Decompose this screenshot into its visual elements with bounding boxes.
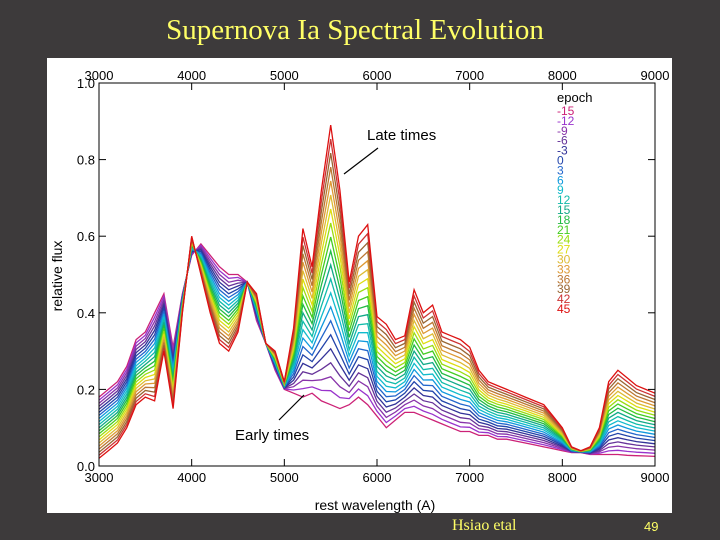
legend-title: epoch <box>557 90 592 105</box>
y-tick-label: 0.6 <box>77 229 95 244</box>
legend-entry: 0 <box>557 154 564 168</box>
x-tick-label: 8000 <box>548 470 577 485</box>
annotations: Late times Early times <box>235 127 436 444</box>
y-tick-label: 0.0 <box>77 459 95 474</box>
legend-entry: 30 <box>557 253 571 267</box>
legend-entry: 18 <box>557 213 571 227</box>
x-tick-label-top: 3000 <box>85 68 114 83</box>
legend-entry: 3 <box>557 163 564 177</box>
slide-title: Supernova Ia Spectral Evolution <box>166 14 544 46</box>
legend-entry: 9 <box>557 183 564 197</box>
x-axis-label: rest wavelength (A) <box>315 497 436 513</box>
legend-entry: 12 <box>557 193 571 207</box>
x-tick-label: 3000 <box>85 470 114 485</box>
y-tick-label: 0.8 <box>77 153 95 168</box>
x-tick-label-top: 4000 <box>177 68 206 83</box>
axis-ticks: 3000 3000 4000 4000 5000 5000 6000 6000 7000 7000… <box>77 68 670 485</box>
chart-svg: 3000 3000 4000 4000 5000 5000 6000 6000 7000 7000… <box>49 68 670 513</box>
legend-entry: 42 <box>557 292 571 306</box>
legend-entry: -9 <box>557 124 568 138</box>
epoch-legend: epoch -15-12-9-6-30369121518212427303336… <box>557 90 592 316</box>
x-tick-label: 4000 <box>177 470 206 485</box>
x-tick-label-top: 7000 <box>455 68 484 83</box>
legend-entry: 36 <box>557 272 571 286</box>
legend-entry: 45 <box>557 302 571 316</box>
legend-entry: 33 <box>557 262 571 276</box>
legend-entry: 21 <box>557 223 571 237</box>
x-tick-label: 7000 <box>455 470 484 485</box>
page-number: 49 <box>644 519 659 534</box>
y-tick-label: 0.4 <box>77 306 95 321</box>
legend-entry: 27 <box>557 243 571 257</box>
series-line-epoch-45 <box>98 125 656 459</box>
legend-entry: 15 <box>557 203 571 217</box>
legend-entry: 39 <box>557 282 571 296</box>
x-tick-label: 9000 <box>641 470 670 485</box>
x-tick-label-top: 9000 <box>641 68 670 83</box>
annotation-early-times-arrow <box>278 394 305 421</box>
legend-entry: -15 <box>557 104 575 118</box>
annotation-late-times-arrow <box>343 147 379 175</box>
footer-credit: Hsiao etal <box>452 517 517 534</box>
legend-entry: 6 <box>557 173 564 187</box>
legend-entry: -3 <box>557 144 568 158</box>
legend-entry: 24 <box>557 233 571 247</box>
x-tick-label: 6000 <box>363 470 392 485</box>
y-axis-label: relative flux <box>49 241 65 312</box>
annotation-early-times: Early times <box>235 427 309 444</box>
x-tick-label-top: 5000 <box>270 68 299 83</box>
spectral-curves <box>98 125 656 459</box>
legend-entry: -6 <box>557 134 568 148</box>
y-tick-label: 1.0 <box>77 76 95 91</box>
x-tick-label: 5000 <box>270 470 299 485</box>
x-tick-label-top: 8000 <box>548 68 577 83</box>
annotation-late-times: Late times <box>367 127 436 144</box>
y-tick-label: 0.2 <box>77 382 95 397</box>
x-tick-label-top: 6000 <box>363 68 392 83</box>
spectral-chart: 3000 3000 4000 4000 5000 5000 6000 6000 7000 7000… <box>47 58 672 513</box>
legend-entry: -12 <box>557 114 575 128</box>
